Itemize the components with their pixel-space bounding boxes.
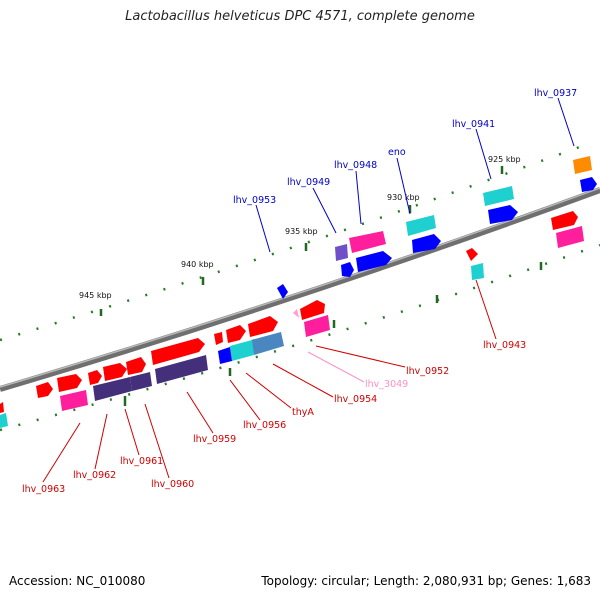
label-lhv-0937[interactable]: lhv_0937 xyxy=(534,88,577,99)
label-lhv-0953[interactable]: lhv_0953 xyxy=(233,195,276,206)
gene-labels: lhv_0937 lhv_0941 eno lhv_0948 lhv_0949 … xyxy=(22,88,577,495)
gene-lhv-0956-lower[interactable] xyxy=(218,347,232,364)
leader-lhv-0962 xyxy=(94,413,108,470)
label-eno[interactable]: eno xyxy=(388,147,406,158)
gene-lhv-0949[interactable] xyxy=(335,244,348,261)
leader-lhv-0941 xyxy=(475,128,492,180)
leader-lhv-0953 xyxy=(255,204,271,253)
kbp-label-940: 940 kbp xyxy=(181,260,214,269)
gene-edge-left-bottom[interactable] xyxy=(0,413,8,428)
gene-lhv-0948[interactable] xyxy=(349,231,386,253)
gene-lhv-0948-lower[interactable] xyxy=(356,251,392,272)
gene-lhv-0949-lower[interactable] xyxy=(341,262,354,277)
scale-ring-inner xyxy=(0,243,600,432)
kbp-label-945: 945 kbp xyxy=(79,291,112,300)
gene-lhv-0941-lower[interactable] xyxy=(488,205,518,224)
accession-text: Accession: NC_010080 xyxy=(9,574,146,588)
label-lhv-0962[interactable]: lhv_0962 xyxy=(73,470,116,481)
gene-lhv-0941[interactable] xyxy=(483,186,514,206)
kbp-label-925: 925 kbp xyxy=(488,155,521,164)
leader-lhv-3049 xyxy=(307,351,365,383)
label-lhv-3049[interactable]: lhv_3049 xyxy=(365,379,408,390)
leader-eno xyxy=(396,157,411,215)
leader-lhv-0963 xyxy=(42,422,81,483)
label-lhv-0961[interactable]: lhv_0961 xyxy=(120,456,163,467)
label-lhv-0941[interactable]: lhv_0941 xyxy=(452,119,495,130)
gene-lhv-0961[interactable] xyxy=(103,363,127,381)
gene-lhv-0963[interactable] xyxy=(57,374,82,392)
gene-lhv-0959-lower[interactable] xyxy=(155,355,208,384)
gene-lhv-0960[interactable] xyxy=(126,357,146,375)
gene-lhv-0937-lower[interactable] xyxy=(580,177,597,192)
gene-lhv-0953[interactable] xyxy=(277,284,288,299)
gene-lhv-0960-lower[interactable] xyxy=(130,372,152,391)
gene-lhv-0943-lower[interactable] xyxy=(471,263,484,280)
gene-lhv-0963-lower[interactable] xyxy=(60,390,88,411)
label-lhv-0943[interactable]: lhv_0943 xyxy=(483,340,526,351)
gene-features-middle xyxy=(0,211,584,428)
kbp-label-930: 930 kbp xyxy=(387,193,420,202)
label-lhv-0954[interactable]: lhv_0954 xyxy=(334,394,377,405)
label-lhv-0949[interactable]: lhv_0949 xyxy=(287,177,330,188)
gene-lhv-3049[interactable] xyxy=(293,309,299,318)
genome-backbone xyxy=(0,187,600,392)
gene-lhv-0937-right-lower[interactable] xyxy=(556,226,584,248)
gene-lhv-0954-lower[interactable] xyxy=(251,332,284,355)
gene-features-forward xyxy=(277,156,597,299)
leader-lines xyxy=(42,97,575,483)
gene-lhv-0937-right[interactable] xyxy=(551,211,578,230)
gene-lhv-0956[interactable] xyxy=(214,332,223,345)
gene-eno-lower[interactable] xyxy=(412,234,441,253)
gene-lhv-0961-lower[interactable] xyxy=(93,377,132,401)
label-lhv-0963[interactable]: lhv_0963 xyxy=(22,484,65,495)
leader-lhv-0952 xyxy=(315,345,406,368)
genome-backbone-highlight xyxy=(0,187,600,388)
label-lhv-0960[interactable]: lhv_0960 xyxy=(151,479,194,490)
scale-ring-outer xyxy=(0,143,586,342)
gene-lhv-0943[interactable] xyxy=(466,248,478,261)
leader-thyA xyxy=(245,372,292,409)
kbp-label-935: 935 kbp xyxy=(285,227,318,236)
gene-lhv-0954[interactable] xyxy=(248,316,278,337)
gene-lhv-0962[interactable] xyxy=(88,370,102,385)
gene-eno[interactable] xyxy=(406,215,436,236)
gene-lhv-0959[interactable] xyxy=(151,338,205,365)
leader-lhv-0961 xyxy=(124,408,140,456)
gene-thyA-lower[interactable] xyxy=(230,340,254,361)
gene-lhv-0952[interactable] xyxy=(300,300,325,320)
label-lhv-0948[interactable]: lhv_0948 xyxy=(334,160,377,171)
leader-lhv-0959 xyxy=(186,391,214,434)
map-title: Lactobacillus helveticus DPC 4571, compl… xyxy=(125,9,475,24)
gene-thyA[interactable] xyxy=(226,325,246,343)
leader-lhv-0960 xyxy=(144,403,170,479)
gene-lhv-0964[interactable] xyxy=(36,382,53,398)
leader-lhv-0937 xyxy=(557,97,575,147)
major-ticks xyxy=(99,166,543,406)
leader-lhv-0956 xyxy=(229,379,261,421)
topology-text: Topology: circular; Length: 2,080,931 bp… xyxy=(261,574,591,588)
leader-lhv-0954 xyxy=(272,363,334,398)
label-lhv-0956[interactable]: lhv_0956 xyxy=(243,420,286,431)
label-lhv-0959[interactable]: lhv_0959 xyxy=(193,434,236,445)
leader-lhv-0948 xyxy=(355,170,362,225)
gene-edge-left-top[interactable] xyxy=(0,402,4,413)
gene-lhv-0937[interactable] xyxy=(573,156,592,174)
gene-lhv-0952-lower[interactable] xyxy=(304,315,330,337)
leader-lhv-0949 xyxy=(312,187,337,234)
label-thyA[interactable]: thyA xyxy=(292,407,314,418)
leader-lhv-0943 xyxy=(475,279,497,340)
label-lhv-0952[interactable]: lhv_0952 xyxy=(406,366,449,377)
